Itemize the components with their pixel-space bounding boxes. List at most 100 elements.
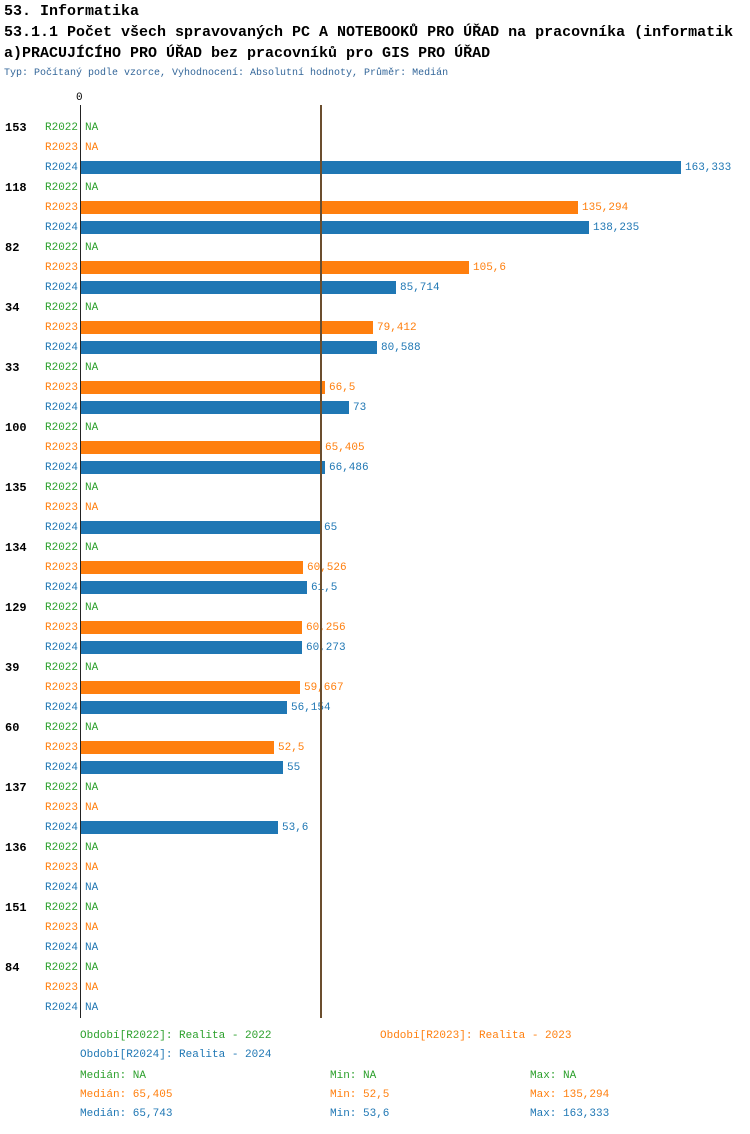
value-label: 61,5: [311, 582, 338, 594]
chart-row: R2024 80,588: [0, 338, 750, 358]
bar-group: 118 R2022 NA R2023 135,294 R2024 138,235: [0, 178, 750, 238]
chart-row: R2022 NA: [0, 838, 750, 858]
bar: [81, 641, 302, 654]
value-label: NA: [85, 962, 99, 974]
value-label: NA: [85, 922, 99, 934]
bar-group: 153 R2022 NA R2023 NA R2024 163,333: [0, 118, 750, 178]
chart-row: R2024 NA: [0, 938, 750, 958]
bar: [81, 281, 396, 294]
bar: [81, 461, 325, 474]
chart-row: R2024 60,273: [0, 638, 750, 658]
bar: [81, 621, 302, 634]
value-label: NA: [85, 182, 99, 194]
value-label: 85,714: [400, 282, 440, 294]
bar: [81, 381, 325, 394]
chart-row: R2022 NA: [0, 658, 750, 678]
series-label: R2024: [45, 882, 79, 894]
group-id-label: 137: [5, 781, 27, 795]
series-label: R2024: [45, 642, 79, 654]
value-label: NA: [85, 422, 99, 434]
series-label: R2024: [45, 582, 79, 594]
value-label: 65,405: [325, 442, 365, 454]
value-label: NA: [85, 862, 99, 874]
legend-r2023: Období[R2023]: Realita - 2023: [380, 1030, 572, 1042]
median-line: [320, 105, 321, 1018]
bar: [81, 221, 589, 234]
chart-row: R2024 56,154: [0, 698, 750, 718]
indicator-title-line1: 53.1.1 Počet všech spravovaných PC A NOT…: [4, 24, 734, 41]
value-label: NA: [85, 302, 99, 314]
group-id-label: 82: [5, 241, 20, 255]
bar: [81, 341, 377, 354]
series-label: R2023: [45, 862, 79, 874]
y-axis-line: [80, 105, 81, 1018]
chart-row: R2023 NA: [0, 978, 750, 998]
value-label: NA: [85, 902, 99, 914]
bar-group: 100 R2022 NA R2023 65,405 R2024 66,486: [0, 418, 750, 478]
series-label: R2022: [45, 782, 79, 794]
bar-group: 82 R2022 NA R2023 105,6 R2024 85,714: [0, 238, 750, 298]
value-label: 105,6: [473, 262, 507, 274]
value-label: 138,235: [593, 222, 640, 234]
bar-group: 135 R2022 NA R2023 NA R2024 65: [0, 478, 750, 538]
value-label: 79,412: [377, 322, 417, 334]
series-label: R2023: [45, 802, 79, 814]
series-label: R2024: [45, 762, 79, 774]
series-label: R2024: [45, 522, 79, 534]
group-id-label: 151: [5, 901, 27, 915]
chart-row: R2022 NA: [0, 238, 750, 258]
bar: [81, 521, 320, 534]
value-label: 60,526: [307, 562, 347, 574]
group-id-label: 34: [5, 301, 20, 315]
series-label: R2023: [45, 442, 79, 454]
series-label: R2024: [45, 402, 79, 414]
series-label: R2023: [45, 322, 79, 334]
chart-row: R2022 NA: [0, 898, 750, 918]
series-label: R2022: [45, 662, 79, 674]
bar: [81, 321, 373, 334]
chart-row: R2023 59,667: [0, 678, 750, 698]
value-label: NA: [85, 142, 99, 154]
bar-group: 151 R2022 NA R2023 NA R2024 NA: [0, 898, 750, 958]
series-label: R2022: [45, 482, 79, 494]
bar-group: 134 R2022 NA R2023 60,526 R2024 61,5: [0, 538, 750, 598]
value-label: NA: [85, 122, 99, 134]
series-label: R2023: [45, 622, 79, 634]
value-label: 73: [353, 402, 367, 414]
value-label: NA: [85, 802, 99, 814]
stat-r2024-median: Medián: 65,743: [80, 1108, 173, 1120]
series-label: R2023: [45, 262, 79, 274]
series-label: R2024: [45, 162, 79, 174]
value-label: NA: [85, 362, 99, 374]
bar-group: 129 R2022 NA R2023 60,256 R2024 60,273: [0, 598, 750, 658]
series-label: R2022: [45, 122, 79, 134]
series-label: R2024: [45, 342, 79, 354]
bar-groups-container: 153 R2022 NA R2023 NA R2024 163,333 118 R2022 NA R…: [0, 118, 750, 1018]
series-label: R2023: [45, 562, 79, 574]
series-label: R2024: [45, 942, 79, 954]
chart-row: R2024 66,486: [0, 458, 750, 478]
bar: [81, 441, 321, 454]
chart-row: R2022 NA: [0, 418, 750, 438]
series-label: R2022: [45, 902, 79, 914]
series-label: R2022: [45, 722, 79, 734]
bar-group: 136 R2022 NA R2023 NA R2024 NA: [0, 838, 750, 898]
series-label: R2024: [45, 1002, 79, 1014]
bar-group: 84 R2022 NA R2023 NA R2024 NA: [0, 958, 750, 1018]
chart-row: R2023 66,5: [0, 378, 750, 398]
series-label: R2022: [45, 242, 79, 254]
series-label: R2023: [45, 202, 79, 214]
chart-row: R2022 NA: [0, 118, 750, 138]
series-label: R2024: [45, 462, 79, 474]
series-label: R2022: [45, 302, 79, 314]
value-label: NA: [85, 242, 99, 254]
bar: [81, 701, 287, 714]
value-label: 80,588: [381, 342, 421, 354]
value-label: 52,5: [278, 742, 305, 754]
x-axis-zero-label: 0: [76, 92, 83, 104]
chart-row: R2023 79,412: [0, 318, 750, 338]
value-label: 65: [324, 522, 338, 534]
chart-row: R2023 135,294: [0, 198, 750, 218]
value-label: NA: [85, 542, 99, 554]
legend-r2024: Období[R2024]: Realita - 2024: [80, 1049, 272, 1061]
